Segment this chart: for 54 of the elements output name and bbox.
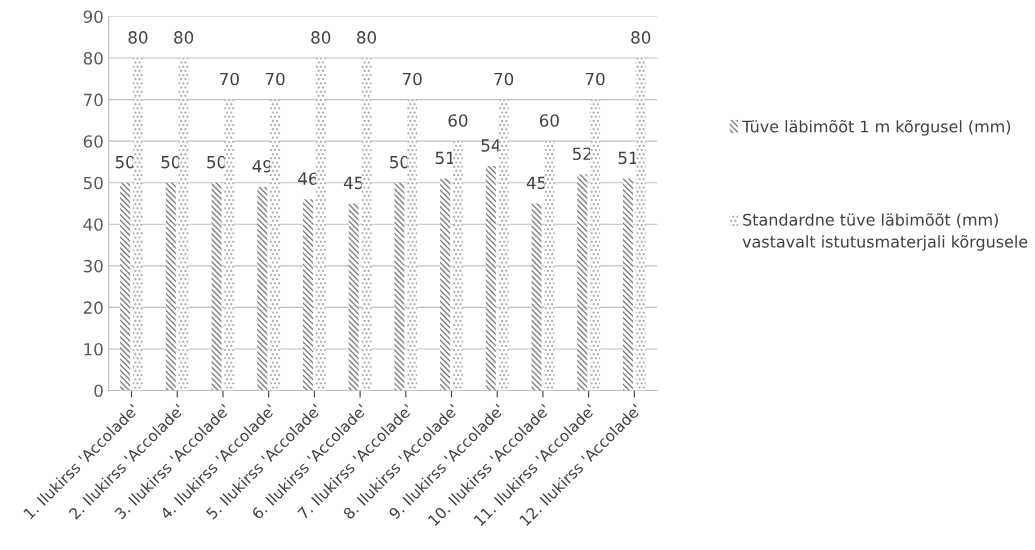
bar [211, 182, 222, 391]
data-label: 80 [631, 31, 651, 44]
data-label: 80 [128, 31, 148, 44]
y-tick-label: 40 [83, 218, 103, 231]
data-label: 70 [220, 72, 239, 86]
legend-label: Tüve läbimõõt 1 m kõrgusel (mm) [742, 119, 1011, 136]
data-label: 80 [174, 31, 194, 44]
data-label: 49 [252, 159, 272, 173]
bar [132, 58, 143, 391]
bar [544, 141, 555, 391]
bar [315, 58, 326, 391]
y-tick-label: 50 [83, 176, 103, 190]
bar [348, 203, 359, 391]
data-label: 70 [402, 72, 422, 86]
bar [577, 174, 588, 391]
bar [590, 99, 601, 391]
data-label: 80 [311, 31, 331, 44]
data-label: 45 [343, 176, 363, 190]
bar [257, 186, 268, 391]
y-tick-label: 30 [83, 259, 103, 273]
bar [361, 58, 372, 391]
data-label: 45 [526, 176, 546, 190]
data-label: 80 [357, 31, 376, 44]
bar [485, 166, 496, 391]
bar [452, 141, 463, 391]
y-tick-label: 90 [83, 10, 103, 24]
bar [394, 182, 405, 391]
data-label: 51 [435, 151, 455, 165]
bar [622, 178, 633, 391]
y-tick-label: 10 [84, 342, 103, 356]
bar [531, 203, 542, 391]
y-tick-label: 20 [83, 301, 103, 314]
bar [120, 182, 131, 391]
bar [302, 199, 314, 391]
y-tick-label: 0 [94, 384, 103, 398]
y-tick-label: 60 [83, 135, 103, 148]
y-tick-label: 70 [83, 93, 103, 107]
data-label: 60 [539, 114, 559, 127]
bar [178, 58, 189, 391]
bar [498, 99, 509, 391]
data-label: 70 [265, 72, 285, 86]
data-label: 70 [494, 72, 514, 86]
data-label: 70 [585, 72, 605, 86]
bar [440, 178, 451, 391]
data-label: 51 [618, 151, 638, 165]
bar [224, 99, 235, 391]
y-tick-label: 80 [83, 52, 103, 65]
bar [165, 182, 176, 391]
bar [270, 99, 281, 391]
data-label: 54 [481, 139, 501, 152]
legend-label: Standardne tüve läbimõõt (mm) vastavalt istutusmaterjali kõrgusele [742, 213, 1028, 251]
data-label: 60 [448, 114, 468, 127]
bar [407, 99, 418, 391]
bar [635, 58, 646, 391]
